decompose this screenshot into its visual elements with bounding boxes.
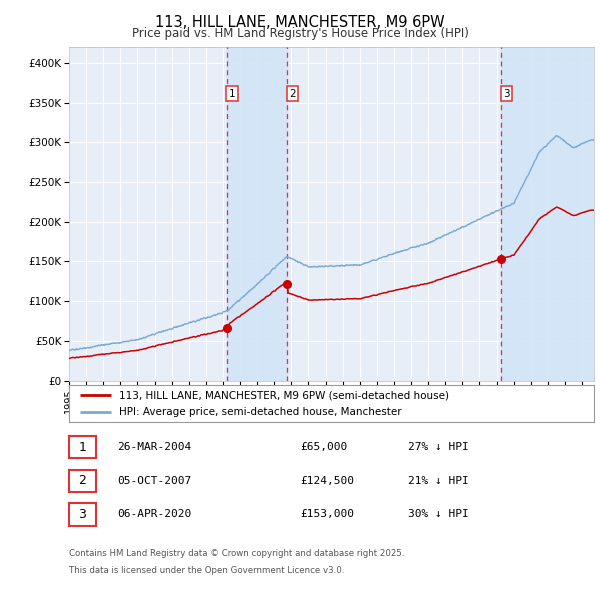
Bar [227, 47, 287, 381]
Text: 1: 1 [229, 89, 236, 99]
Text: £124,500: £124,500 [300, 476, 354, 486]
Text: 3: 3 [503, 89, 510, 99]
Text: This data is licensed under the Open Government Licence v3.0.: This data is licensed under the Open Gov… [69, 566, 344, 575]
Text: 1: 1 [79, 441, 86, 454]
Text: 113, HILL LANE, MANCHESTER, M9 6PW (semi-detached house): 113, HILL LANE, MANCHESTER, M9 6PW (semi… [119, 390, 449, 400]
Text: Contains HM Land Registry data © Crown copyright and database right 2025.: Contains HM Land Registry data © Crown c… [69, 549, 404, 558]
Text: HPI: Average price, semi-detached house, Manchester: HPI: Average price, semi-detached house,… [119, 407, 401, 417]
Text: 05-OCT-2007: 05-OCT-2007 [117, 476, 191, 486]
Text: 113, HILL LANE, MANCHESTER, M9 6PW: 113, HILL LANE, MANCHESTER, M9 6PW [155, 15, 445, 30]
Text: £65,000: £65,000 [300, 442, 347, 452]
Text: 2: 2 [289, 89, 296, 99]
Text: 27% ↓ HPI: 27% ↓ HPI [408, 442, 469, 452]
Text: Price paid vs. HM Land Registry's House Price Index (HPI): Price paid vs. HM Land Registry's House … [131, 27, 469, 40]
Text: £153,000: £153,000 [300, 510, 354, 519]
Text: 26-MAR-2004: 26-MAR-2004 [117, 442, 191, 452]
Text: 30% ↓ HPI: 30% ↓ HPI [408, 510, 469, 519]
Text: 3: 3 [79, 508, 86, 521]
Text: 06-APR-2020: 06-APR-2020 [117, 510, 191, 519]
Text: 21% ↓ HPI: 21% ↓ HPI [408, 476, 469, 486]
Bar [501, 47, 594, 381]
Text: 2: 2 [79, 474, 86, 487]
